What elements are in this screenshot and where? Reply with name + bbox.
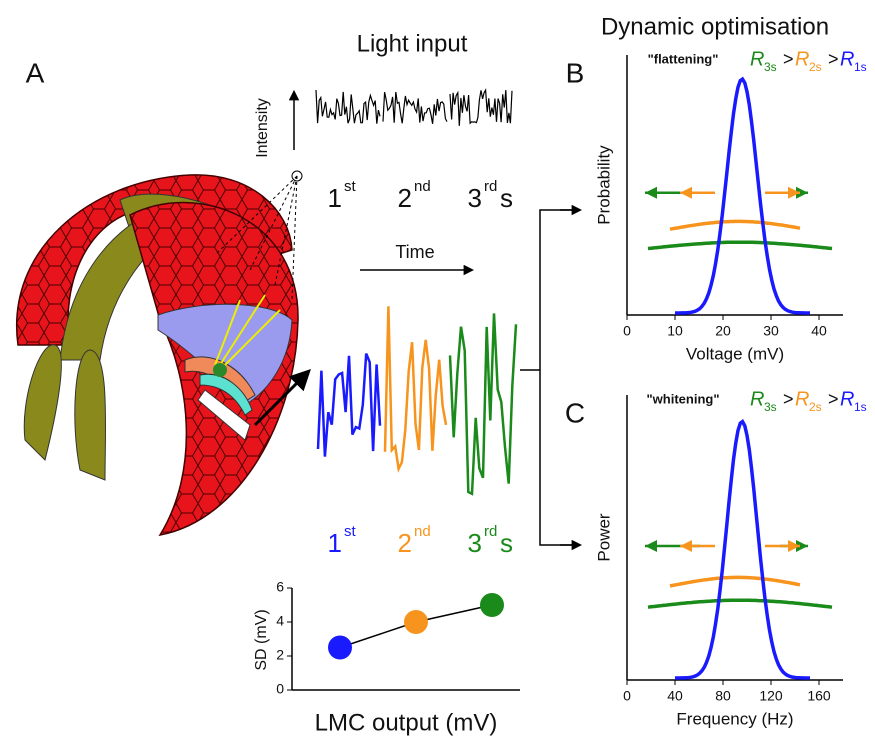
annotation: "flattening" [648, 51, 719, 66]
ratio-r: R [840, 48, 854, 70]
second-suffix: rd [484, 178, 497, 195]
unit: s [500, 183, 513, 213]
data-point [404, 610, 428, 634]
light-trace [449, 88, 513, 126]
second-number: 1 [328, 183, 342, 213]
bracket [520, 204, 583, 551]
arrow-head [796, 540, 808, 553]
arrow-head [680, 186, 692, 199]
second-suffix: rd [484, 523, 497, 540]
y-tick-label: 2 [276, 647, 284, 663]
lmc-trace [448, 313, 518, 496]
arrow-head [796, 186, 808, 199]
arrow-head [788, 540, 800, 553]
second-number: 1 [328, 528, 342, 558]
second-number: 2 [398, 528, 412, 558]
arrow-head [788, 186, 800, 199]
y-tick-label: 4 [276, 613, 284, 629]
data-point [328, 635, 352, 660]
ratio-gt: > [783, 49, 794, 69]
x-tick-label: 0 [623, 323, 631, 339]
lmc-trace [383, 306, 448, 473]
x-tick-label: 160 [807, 688, 831, 704]
second-suffix: nd [414, 178, 431, 195]
ratio-sub: 3s [764, 60, 777, 74]
panel-label: C [565, 397, 585, 428]
x-tick-label: 0 [623, 688, 631, 704]
x-tick-label: 30 [763, 323, 779, 339]
x-tick-label: 40 [667, 688, 683, 704]
second-number: 2 [398, 183, 412, 213]
second-suffix: st [344, 523, 357, 540]
ratio-sub: 1s [854, 60, 867, 74]
second-number: 3 [468, 528, 482, 558]
ratio-gt: > [828, 389, 839, 409]
arrow-head [645, 186, 657, 199]
panel-label: A [26, 57, 45, 88]
ratio-r: R [750, 388, 764, 410]
x-tick-label: 40 [811, 323, 827, 339]
curve [647, 240, 833, 251]
unit: s [500, 528, 513, 558]
ratio-sub: 2s [809, 400, 822, 414]
x-axis-label: LMC output (mV) [315, 709, 498, 736]
second-suffix: st [344, 178, 357, 195]
ratio-r: R [795, 388, 809, 410]
x-axis-label: Frequency (Hz) [676, 709, 793, 728]
ratio-sub: 2s [809, 60, 822, 74]
data-point [480, 593, 504, 617]
y-axis-label: SD (mV) [253, 609, 270, 670]
ratio-sub: 3s [764, 400, 777, 414]
lmc-trace [316, 353, 382, 457]
ratio-sub: 1s [854, 400, 867, 414]
annotation: "whitening" [647, 391, 720, 406]
second-suffix: nd [414, 523, 431, 540]
curve [675, 76, 810, 315]
eye-illustration [15, 170, 311, 537]
second-number: 3 [468, 183, 482, 213]
light-trace [315, 89, 381, 124]
light-trace [382, 91, 448, 124]
y-tick-label: 0 [276, 681, 284, 697]
curve [675, 419, 810, 680]
x-tick-label: 80 [715, 688, 731, 704]
input-title: Light input [357, 30, 468, 57]
curve [669, 575, 801, 588]
time-label: Time [395, 242, 434, 262]
intensity-label: Intensity [254, 98, 271, 158]
x-tick-label: 20 [715, 323, 731, 339]
y-tick-label: 6 [276, 579, 284, 595]
y-axis-label: Probability [594, 145, 613, 225]
ratio-r: R [840, 388, 854, 410]
x-tick-label: 10 [667, 323, 683, 339]
ratio-r: R [795, 48, 809, 70]
curve [647, 598, 833, 609]
y-axis-label: Power [594, 513, 613, 562]
ratio-r: R [750, 48, 764, 70]
x-axis-label: Voltage (mV) [686, 344, 784, 363]
panel-label: B [566, 57, 585, 88]
arrow-head [680, 540, 692, 553]
ratio-gt: > [828, 49, 839, 69]
arrow-head [645, 540, 657, 553]
x-tick-label: 120 [759, 688, 783, 704]
figure-title: Dynamic optimisation [601, 13, 829, 40]
curve [669, 219, 801, 231]
ratio-gt: > [783, 389, 794, 409]
